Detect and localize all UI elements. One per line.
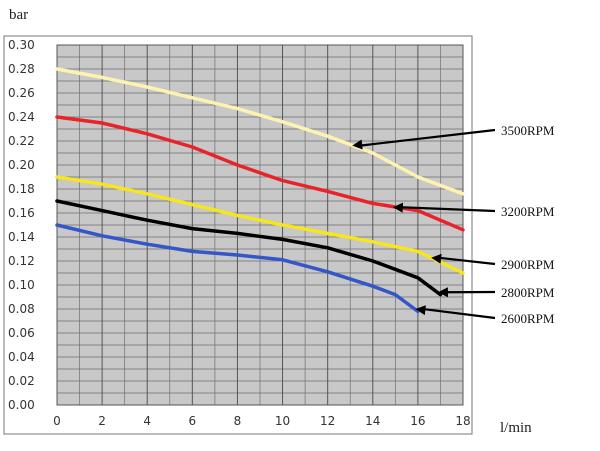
x-tick-label: 16 — [410, 414, 425, 428]
y-axis-unit-label: bar — [9, 7, 28, 23]
y-tick-label: 0.26 — [8, 86, 35, 100]
x-tick-labels: 0 2 4 6 8 10 12 14 16 18 — [53, 414, 470, 428]
series-line-3500rpm — [55, 67, 465, 196]
x-tick-label: 0 — [53, 414, 61, 428]
x-tick-label: 8 — [234, 414, 242, 428]
chart-outer-frame — [3, 35, 473, 435]
legend-label-3200rpm: 3200RPM — [501, 204, 555, 219]
legend-arrow-line — [360, 128, 496, 147]
y-tick-label: 0.22 — [8, 134, 35, 148]
legend-label-2600rpm: 2600RPM — [501, 311, 555, 326]
legend-arrow-line — [439, 256, 496, 266]
y-tick-label: 0.12 — [8, 254, 35, 268]
x-axis-unit-label: l/min — [500, 420, 532, 436]
legend-arrow-line — [400, 206, 496, 213]
x-tick-label: 4 — [143, 414, 151, 428]
y-tick-label: 0.30 — [8, 38, 35, 52]
y-tick-label: 0.02 — [8, 374, 35, 388]
series-line-2800rpm — [55, 199, 443, 297]
x-tick-label: 18 — [455, 414, 470, 428]
y-tick-label: 0.06 — [8, 326, 35, 340]
y-tick-label: 0.28 — [8, 62, 35, 76]
legend-arrow-head — [352, 139, 363, 150]
y-tick-label: 0.00 — [8, 398, 35, 412]
y-tick-labels: 0.00 0.02 0.04 0.06 0.08 0.10 0.12 0.14 0.16 0.18… — [8, 38, 35, 412]
series-legend: 3500RPM 3200RPM 2900RPM 2800RPM 2600RPM — [352, 123, 555, 326]
x-tick-label: 10 — [275, 414, 290, 428]
y-tick-label: 0.14 — [8, 230, 35, 244]
x-tick-label: 14 — [365, 414, 380, 428]
legend-arrow-head — [392, 202, 403, 213]
legend-arrow-head — [431, 253, 442, 264]
y-tick-label: 0.18 — [8, 182, 35, 196]
legend-label-2900rpm: 2900RPM — [501, 257, 555, 272]
x-tick-label: 2 — [98, 414, 106, 428]
legend-arrow-head — [437, 287, 448, 298]
y-tick-label: 0.04 — [8, 350, 35, 364]
y-tick-label: 0.16 — [8, 206, 35, 220]
y-tick-label: 0.20 — [8, 158, 35, 172]
legend-label-3500rpm: 3500RPM — [501, 123, 555, 138]
legend-label-2800rpm: 2800RPM — [501, 285, 555, 300]
legend-arrow-head — [415, 305, 426, 316]
y-tick-label: 0.08 — [8, 302, 35, 316]
series-line-2600rpm — [55, 223, 420, 314]
legend-arrow-line — [423, 307, 496, 320]
x-tick-label: 12 — [320, 414, 335, 428]
y-tick-label: 0.24 — [8, 110, 35, 124]
series-line-2900rpm — [55, 175, 465, 275]
y-tick-label: 0.10 — [8, 278, 35, 292]
x-tick-label: 6 — [189, 414, 197, 428]
